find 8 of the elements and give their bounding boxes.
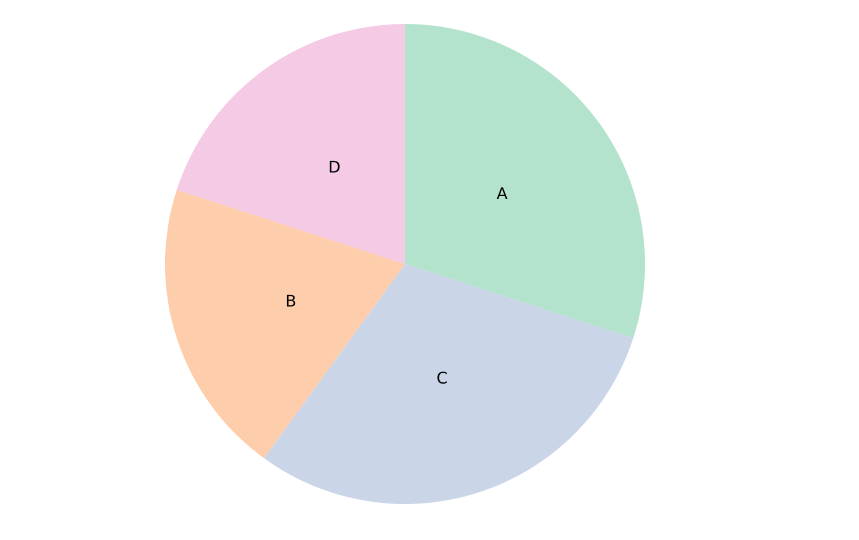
pie-slice [165,190,405,458]
pie-slice [264,264,634,504]
slice-label: C [436,368,448,388]
pie-slice [405,24,645,338]
slice-label: B [285,292,296,311]
pie-slice [176,24,405,264]
slice-label: D [328,157,341,176]
slice-label: A [496,184,508,203]
